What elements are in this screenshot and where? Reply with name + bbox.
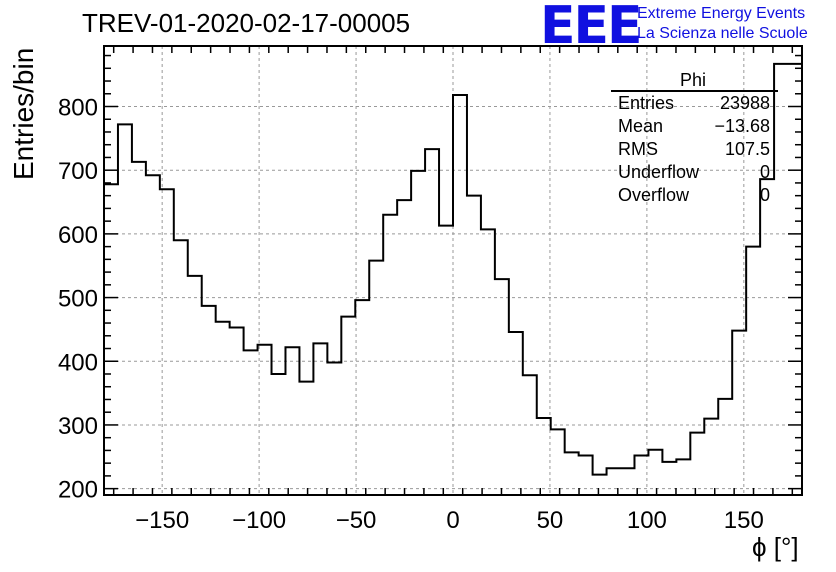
y-tick-label: 700 (58, 158, 98, 185)
logo-text-line-2: La Scienza nelle Scuole (637, 25, 808, 42)
x-tick-label: 0 (446, 507, 459, 534)
stats-value: −13.68 (714, 116, 770, 136)
histogram-line (104, 62, 802, 476)
x-tick-label: −50 (336, 507, 377, 534)
y-tick-label: 600 (58, 222, 98, 249)
stats-value: 0 (759, 162, 770, 182)
y-tick-label: 500 (58, 286, 98, 313)
y-tick-label: 800 (58, 95, 98, 122)
x-tick-label: 50 (537, 507, 564, 534)
stats-key: RMS (618, 139, 658, 159)
y-tick-label: 300 (58, 413, 98, 440)
x-tick-label: −150 (135, 507, 189, 534)
x-tick-label: 150 (724, 507, 764, 534)
y-tick-label: 400 (58, 349, 98, 376)
stats-key: Overflow (618, 185, 690, 205)
axis-ticks (104, 46, 802, 495)
stats-key: Underflow (618, 162, 700, 182)
grid-lines (104, 46, 802, 495)
stats-value: 0 (759, 185, 770, 205)
y-tick-label: 200 (58, 477, 98, 504)
stats-box-title: Phi (680, 70, 707, 90)
chart-title: TREV-01-2020-02-17-00005 (82, 8, 411, 38)
x-tick-label: 100 (627, 507, 667, 534)
logo-text-line-1: Extreme Energy Events (637, 5, 806, 22)
x-axis-label: ϕ [°] (752, 532, 799, 562)
stats-key: Entries (618, 93, 675, 113)
plot-frame (103, 45, 803, 496)
y-axis-label: Entries/bin (8, 47, 39, 180)
x-tick-label: −100 (232, 507, 286, 534)
stats-value: 23988 (719, 93, 770, 113)
stats-key: Mean (618, 116, 664, 136)
eee-logo: EEE (540, 0, 643, 56)
tick-labels: −150 −100 −50 0 50 100 150 200 300 400 500 600 700 80… (58, 95, 764, 534)
stats-value: 107.5 (724, 139, 770, 159)
